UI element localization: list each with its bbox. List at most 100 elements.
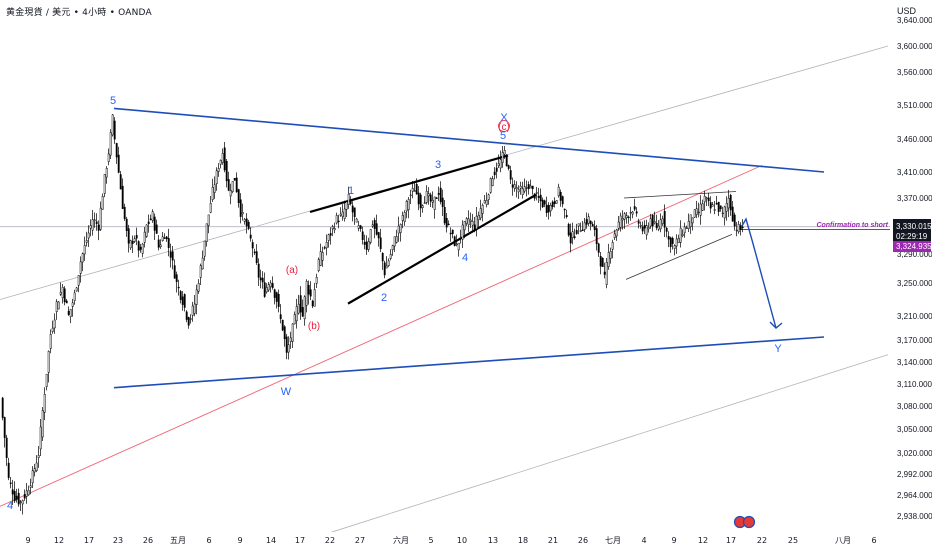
candle-down <box>259 277 262 281</box>
candle-down <box>707 197 710 202</box>
candle-down <box>417 192 420 205</box>
candle-up <box>369 229 372 243</box>
candle-up <box>71 302 74 307</box>
candle-down <box>167 238 170 248</box>
candle-up <box>343 208 346 219</box>
candle-up <box>231 181 234 192</box>
candle-up <box>727 197 730 209</box>
candle-up <box>397 225 400 234</box>
candle-up <box>647 227 650 230</box>
candle-down <box>187 317 190 326</box>
candle-down <box>285 336 288 353</box>
candle-up <box>35 462 38 472</box>
candle-up <box>485 199 488 205</box>
candle-down <box>153 216 156 231</box>
candle-up <box>193 303 196 314</box>
x-tick-label: 17 <box>726 536 736 545</box>
x-tick-label: 6 <box>871 536 876 545</box>
candle-up <box>659 219 662 230</box>
candle-up <box>699 203 702 216</box>
candle-up <box>319 251 322 266</box>
candle-down <box>651 215 654 227</box>
candle-up <box>477 215 480 221</box>
candle-down <box>157 239 160 248</box>
candle-down <box>383 262 386 276</box>
candle-down <box>451 229 454 234</box>
candle-down <box>95 221 98 224</box>
x-tick-label: 17 <box>295 536 305 545</box>
candle-up <box>217 168 220 172</box>
candle-down <box>125 218 128 231</box>
candle-down <box>663 211 666 228</box>
candle-down <box>627 216 630 219</box>
candle-up <box>195 289 198 305</box>
candle-down <box>537 196 540 198</box>
candle-up <box>75 287 78 292</box>
candle-down <box>249 234 252 239</box>
candle-down <box>539 194 542 202</box>
y-axis-background <box>890 0 932 550</box>
candle-down <box>323 247 326 249</box>
candle-up <box>479 208 482 219</box>
candle-up <box>623 213 626 220</box>
candle-down <box>595 228 598 244</box>
candle-up <box>513 184 516 189</box>
candle-up <box>661 218 664 224</box>
candle-up <box>691 217 694 224</box>
candle-down <box>581 229 584 231</box>
candle-up <box>583 222 586 230</box>
candle-up <box>265 287 268 293</box>
candle-down <box>585 219 588 225</box>
candle-down <box>573 236 576 238</box>
candle-down <box>3 417 6 438</box>
candle-up <box>645 225 648 236</box>
wave-label-blue: 1 <box>348 185 354 197</box>
candle-down <box>429 194 432 202</box>
candle-up <box>463 221 466 231</box>
candle-down <box>733 214 736 227</box>
candle-down <box>377 232 380 239</box>
wave-label-blue: X <box>500 112 508 124</box>
x-tick-label: 9 <box>25 536 30 545</box>
wave-label-blue: 3 <box>435 159 441 171</box>
candle-up <box>367 241 370 250</box>
candle-up <box>37 455 40 458</box>
candle-up <box>339 213 342 216</box>
candle-up <box>611 242 614 250</box>
candle-down <box>135 235 138 239</box>
candle-up <box>483 200 486 204</box>
candle-down <box>437 193 440 195</box>
candle-up <box>535 192 538 194</box>
candle-down <box>449 232 452 235</box>
candle-down <box>251 242 254 249</box>
candle-down <box>473 224 476 230</box>
candle-down <box>299 295 302 313</box>
candle-up <box>497 163 500 166</box>
candle-down <box>545 204 548 214</box>
x-tick-label: 6 <box>206 536 211 545</box>
candle-up <box>677 238 680 244</box>
candle-up <box>413 190 416 192</box>
candle-up <box>421 205 424 208</box>
y-axis[interactable]: 3,600.000 3,560.000 3,510.000 3,460.000 3,41… <box>890 0 932 550</box>
candle-up <box>313 289 316 307</box>
candle-down <box>553 201 556 204</box>
x-tick-label: 27 <box>355 536 365 545</box>
candle-up <box>289 337 292 342</box>
wave-label-blue: 4 <box>7 500 13 512</box>
candle-up <box>105 168 108 178</box>
candles-layer <box>1 114 744 515</box>
x-axis[interactable]: 9 12 17 23 26 五月 6 9 14 17 22 27 六月 5 10 13 18 21 26 七月 4 9 12… <box>0 515 932 550</box>
candle-up <box>31 470 34 484</box>
current-price-tag <box>893 219 931 241</box>
candle-up <box>621 218 624 221</box>
candle-up <box>321 252 324 261</box>
candle-down <box>5 437 8 458</box>
candle-down <box>273 289 276 298</box>
candle-down <box>17 492 20 505</box>
candle-down <box>247 221 250 229</box>
candle-up <box>723 206 726 219</box>
candle-up <box>205 223 208 243</box>
